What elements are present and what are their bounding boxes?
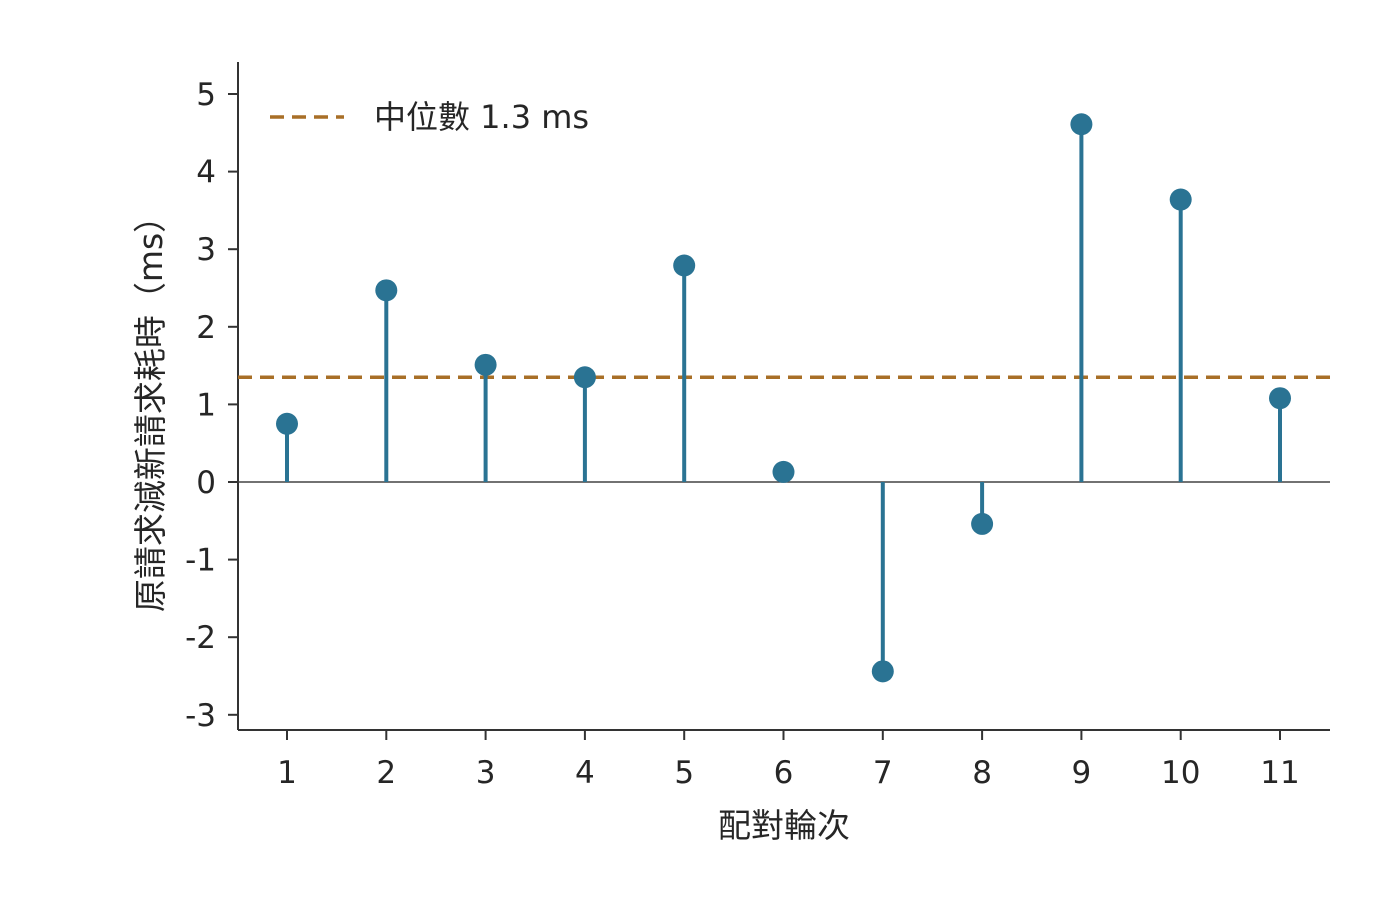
y-tick-label: -3 (185, 698, 216, 734)
stem-marker (673, 254, 696, 277)
stem-marker (1070, 113, 1093, 136)
stem-marker (1269, 387, 1291, 410)
axes (237, 62, 1330, 731)
stem-marker (375, 279, 398, 302)
y-tick-label: 4 (196, 155, 216, 191)
stem-marker (871, 660, 894, 683)
x-tick-label: 8 (972, 755, 992, 791)
x-tick-label: 11 (1260, 755, 1299, 791)
x-tick-label: 7 (873, 755, 893, 791)
y-tick-label: 3 (196, 232, 216, 268)
stems (285, 124, 1282, 672)
y-tick-label: 5 (196, 77, 216, 113)
x-tick-label: 1 (277, 755, 297, 791)
stem-marker (971, 512, 994, 535)
stem-marker (1169, 188, 1192, 211)
x-ticks: 1 2 3 4 5 6 7 8 9 10 11 (277, 730, 1300, 791)
y-tick-label: 2 (196, 310, 216, 346)
y-axis-title: 原請求減新請求耗時（ms） (131, 200, 170, 612)
x-tick-label: 6 (774, 755, 794, 791)
stem-marker (474, 353, 497, 376)
y-tick-label: 0 (196, 465, 216, 501)
stem-marker (573, 366, 596, 389)
y-tick-label: -1 (185, 543, 216, 579)
stem-marker (276, 412, 298, 435)
x-axis-title: 配對輪次 (718, 806, 850, 845)
legend-median-label: 中位數 1.3 ms (374, 98, 589, 136)
stem-marker (772, 460, 795, 483)
x-tick-label: 2 (376, 755, 396, 791)
x-tick-label: 3 (476, 755, 496, 791)
markers (276, 113, 1291, 683)
y-tick-label: 1 (196, 387, 216, 423)
legend: 中位數 1.3 ms (270, 98, 589, 136)
x-tick-label: 10 (1161, 755, 1200, 791)
x-tick-label: 4 (575, 755, 595, 791)
y-ticks: -3 -2 -1 0 1 2 3 4 5 (185, 77, 238, 734)
y-tick-label: -2 (185, 620, 216, 656)
x-tick-label: 5 (674, 755, 694, 791)
x-tick-label: 9 (1072, 755, 1092, 791)
